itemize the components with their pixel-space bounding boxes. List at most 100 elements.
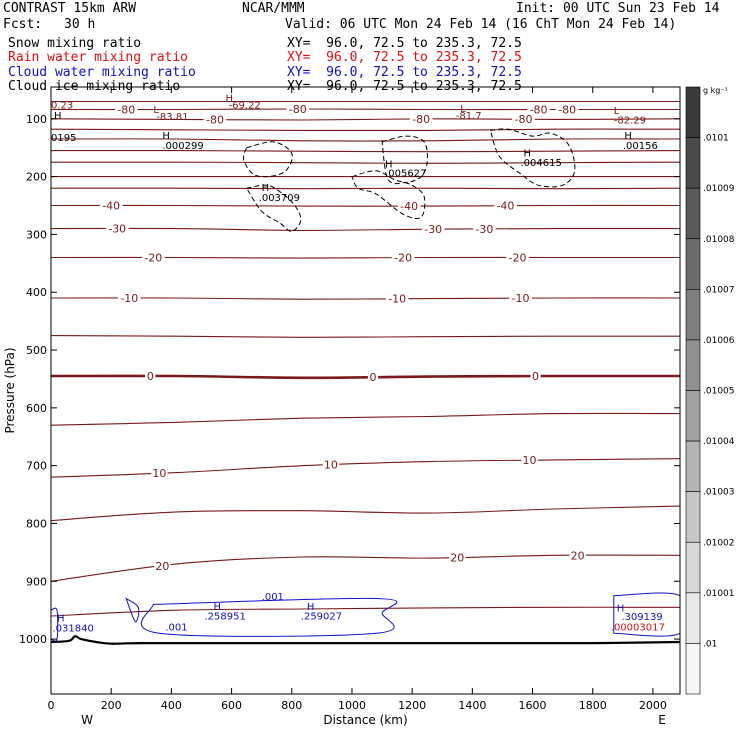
extremum-label: H: [262, 183, 270, 194]
cloud-ice-contour: [381, 135, 428, 185]
temperature-contour: [51, 138, 680, 142]
contour-label-bg: [151, 467, 168, 480]
temperature-contour: [51, 227, 680, 231]
colorbar-unit: g kg⁻¹: [703, 86, 728, 95]
plot-frame: [50, 86, 681, 695]
contour-value-label: -20: [144, 252, 162, 265]
contour-value-label: -30: [475, 223, 493, 236]
contour-value-label: -10: [388, 293, 406, 306]
extremum-label: H: [624, 131, 632, 142]
x-tick-label: 400: [161, 699, 182, 712]
contour-value-label: -10: [120, 292, 138, 305]
colorbar-swatch: [685, 541, 701, 594]
colorbar-swatch: [685, 339, 701, 391]
colorbar-label: .01007: [703, 285, 735, 295]
temperature-contour: [51, 412, 680, 426]
contour-label-bg: [203, 113, 227, 126]
colorbar-swatch: [685, 440, 701, 492]
fcst-value: 30 h: [64, 17, 96, 32]
extremum-label: 0.23: [51, 100, 73, 111]
contour-value-label: -10: [512, 292, 530, 305]
contour-label-bg: [506, 251, 529, 264]
contour-label-bg: [521, 454, 538, 467]
contour-value-label: -80: [558, 104, 576, 117]
colorbar-swatch: [685, 390, 701, 442]
contour-label-bg: [569, 549, 586, 562]
extremum-label: .031840: [53, 624, 94, 635]
colorbar-swatch: [685, 187, 701, 240]
x-tick-label: 800: [281, 699, 302, 712]
contour-value-label: 10: [324, 459, 338, 472]
x-tick-label: 1800: [579, 699, 607, 712]
contour-label-bg: [99, 199, 123, 212]
contour-label-bg: [117, 292, 141, 305]
contour-label-bg: [114, 103, 138, 116]
contour-value-label: -20: [508, 252, 526, 265]
extremum-label: H: [54, 111, 62, 122]
colorbar-swatch: [685, 137, 701, 189]
contour-label-bg: [421, 223, 445, 236]
extremum-label: L: [614, 106, 620, 117]
contour-value-label: -30: [108, 223, 126, 236]
cloud-water-contour: [140, 597, 398, 637]
terrain-line: [51, 635, 680, 645]
contour-value-label: 20: [571, 549, 585, 562]
y-tick-label: 100: [26, 113, 47, 126]
contour-label-bg: [494, 199, 517, 212]
cloud-ice-contour: [242, 141, 293, 178]
contour-value-label: -20: [394, 252, 412, 265]
x-tick-label: 1400: [458, 699, 486, 712]
extremum-label: H: [385, 159, 393, 170]
contour-value-label: 20: [450, 551, 464, 564]
contour-label-bg: [555, 103, 579, 116]
cloud-ice-contour: [489, 128, 576, 188]
extremum-label: -82.29: [614, 115, 646, 126]
extremum-label: .001: [165, 622, 187, 633]
colorbar-label: .01004: [703, 437, 735, 447]
extremum-label: .258951: [204, 611, 245, 622]
center-label: NCAR/MMM: [242, 1, 305, 16]
x-tick-label: 1000: [338, 699, 366, 712]
contour-value-label: -80: [289, 103, 307, 116]
temperature-contour: [51, 150, 680, 153]
init-time: Init: 00 UTC Sun 23 Feb 14: [516, 1, 720, 16]
east-label: E: [658, 713, 666, 727]
colorbar-label: .01009: [703, 184, 735, 194]
contour-layer: [51, 100, 680, 645]
y-axis-label: Pressure (hPa): [3, 347, 17, 433]
contour-value-label: 10: [152, 467, 166, 480]
extremum-label: -83.81: [156, 112, 188, 123]
contour-label-bg: [527, 103, 550, 116]
colorbar-label: .01003: [703, 488, 735, 498]
plot-title: CONTRAST 15km ARW: [3, 1, 137, 16]
x-axis-label: Distance (km): [323, 713, 407, 727]
contour-label-bg: [154, 559, 171, 572]
cloud-water-contour: [613, 592, 680, 637]
colorbar-swatch: [685, 289, 701, 341]
x-tick-label: 200: [101, 699, 122, 712]
x-tick-label: 1600: [519, 699, 547, 712]
y-tick-label: 900: [26, 575, 47, 588]
contour-label-bg: [509, 292, 532, 305]
y-tick-label: 800: [26, 517, 47, 530]
contour-label-bg: [385, 292, 409, 305]
contour-label-bg: [449, 551, 466, 564]
extremum-label: .005627: [385, 169, 426, 180]
temperature-contour: [51, 187, 680, 190]
cloud-ice-contour: [351, 170, 426, 219]
y-tick-label: 300: [26, 228, 47, 241]
extremum-label: H: [524, 148, 532, 159]
field-rain-xy: XY= 96.0, 72.5 to 235.3, 72.5: [287, 50, 522, 65]
extremum-label: H: [57, 614, 65, 625]
temperature-contour: [51, 204, 680, 207]
colorbar-label: .01: [703, 639, 717, 649]
valid-time: Valid: 06 UTC Mon 24 Feb 14 (16 ChT Mon …: [285, 17, 677, 32]
contour-value-label: -40: [496, 200, 514, 213]
colorbar-swatch: [685, 643, 701, 695]
extremum-label: H: [307, 602, 315, 613]
colorbar-label: .0101: [703, 134, 729, 144]
extremum-label: .309139: [621, 612, 662, 623]
temperature-contour: [51, 118, 680, 121]
field-cloudwater-xy: XY= 96.0, 72.5 to 235.3, 72.5: [287, 65, 522, 80]
